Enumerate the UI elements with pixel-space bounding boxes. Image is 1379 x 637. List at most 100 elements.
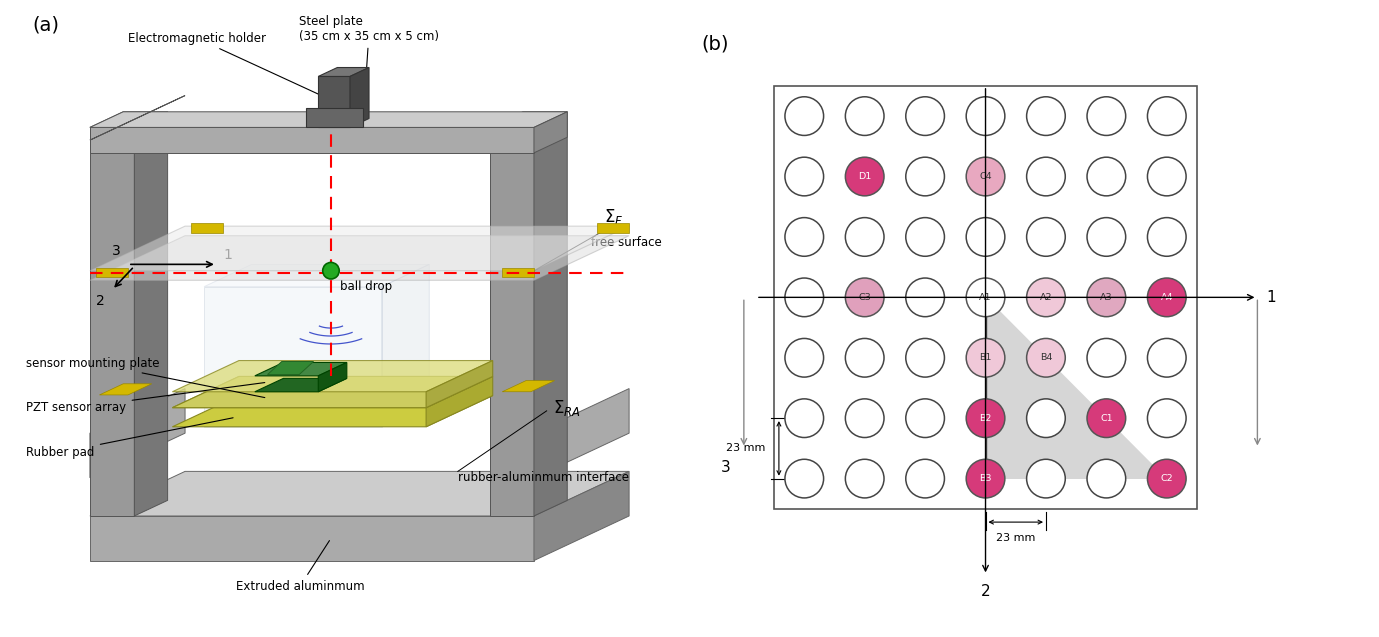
Text: C3: C3 (858, 293, 872, 302)
Polygon shape (382, 264, 429, 427)
Text: C1: C1 (1100, 413, 1113, 423)
Polygon shape (204, 287, 382, 427)
Circle shape (845, 338, 884, 377)
Polygon shape (90, 236, 629, 280)
Polygon shape (534, 471, 629, 561)
Text: rubber-aluminmum interface: rubber-aluminmum interface (458, 471, 629, 484)
Polygon shape (502, 268, 534, 277)
Circle shape (1026, 97, 1065, 136)
Text: 2: 2 (97, 294, 105, 308)
Circle shape (906, 218, 945, 256)
Polygon shape (172, 361, 492, 392)
Text: A2: A2 (1040, 293, 1052, 302)
Circle shape (785, 157, 823, 196)
Circle shape (967, 399, 1005, 438)
Circle shape (1087, 399, 1125, 438)
Polygon shape (90, 112, 567, 127)
Circle shape (845, 459, 884, 498)
Polygon shape (97, 268, 128, 277)
Polygon shape (490, 112, 567, 127)
Polygon shape (597, 223, 629, 233)
Text: C2: C2 (1161, 474, 1174, 483)
Circle shape (1026, 157, 1065, 196)
Text: Extruded aluminmum: Extruded aluminmum (236, 541, 364, 592)
Polygon shape (90, 226, 629, 271)
Circle shape (323, 262, 339, 279)
Polygon shape (306, 108, 363, 127)
Circle shape (845, 399, 884, 438)
Circle shape (785, 97, 823, 136)
Circle shape (1087, 338, 1125, 377)
Circle shape (906, 97, 945, 136)
Text: Steel plate
(35 cm x 35 cm x 5 cm): Steel plate (35 cm x 35 cm x 5 cm) (299, 15, 440, 125)
Circle shape (1026, 338, 1065, 377)
Text: C4: C4 (979, 172, 992, 181)
Circle shape (906, 399, 945, 438)
Circle shape (845, 218, 884, 256)
Polygon shape (99, 383, 152, 395)
Circle shape (1087, 97, 1125, 136)
Polygon shape (490, 127, 534, 516)
Circle shape (785, 459, 823, 498)
Polygon shape (204, 264, 429, 287)
Polygon shape (134, 112, 168, 516)
Circle shape (1087, 218, 1125, 256)
Text: 3: 3 (112, 244, 121, 258)
Text: 23 mm: 23 mm (996, 533, 1036, 543)
Circle shape (1147, 97, 1186, 136)
Circle shape (967, 278, 1005, 317)
Circle shape (1147, 399, 1186, 438)
Text: $\Sigma_{RA}$: $\Sigma_{RA}$ (553, 397, 581, 418)
Circle shape (967, 218, 1005, 256)
Polygon shape (426, 376, 492, 427)
Polygon shape (172, 376, 492, 408)
Circle shape (1087, 278, 1125, 317)
Circle shape (1147, 278, 1186, 317)
Polygon shape (90, 516, 534, 561)
Text: 3: 3 (721, 461, 731, 475)
Circle shape (967, 338, 1005, 377)
Text: B4: B4 (1040, 354, 1052, 362)
Polygon shape (192, 223, 223, 233)
Circle shape (1026, 459, 1065, 498)
Text: B2: B2 (979, 413, 992, 423)
Polygon shape (534, 112, 567, 516)
Circle shape (1026, 399, 1065, 438)
Circle shape (845, 157, 884, 196)
Circle shape (1087, 157, 1125, 196)
Polygon shape (350, 68, 370, 127)
Polygon shape (255, 362, 348, 376)
Circle shape (1147, 338, 1186, 377)
Text: ball drop: ball drop (341, 280, 393, 293)
Polygon shape (319, 68, 370, 76)
Bar (774, 86, 1197, 509)
Polygon shape (90, 389, 185, 478)
Polygon shape (90, 127, 534, 153)
Circle shape (785, 278, 823, 317)
Polygon shape (172, 376, 492, 408)
Circle shape (1147, 459, 1186, 498)
Polygon shape (255, 378, 348, 392)
Polygon shape (534, 389, 629, 478)
Text: 1: 1 (1266, 290, 1276, 305)
Polygon shape (90, 127, 134, 516)
Text: B3: B3 (979, 474, 992, 483)
Polygon shape (90, 112, 168, 127)
Polygon shape (502, 380, 554, 392)
Text: A1: A1 (979, 293, 992, 302)
Polygon shape (534, 112, 567, 153)
Text: B1: B1 (979, 354, 992, 362)
Circle shape (906, 157, 945, 196)
Text: (b): (b) (702, 34, 729, 54)
Circle shape (967, 157, 1005, 196)
Circle shape (785, 218, 823, 256)
Polygon shape (268, 362, 313, 375)
Text: 2: 2 (980, 584, 990, 599)
Circle shape (906, 338, 945, 377)
Polygon shape (319, 362, 348, 392)
Text: $\Sigma_F$: $\Sigma_F$ (604, 206, 623, 227)
Polygon shape (986, 297, 1167, 478)
Circle shape (1147, 157, 1186, 196)
Text: sensor mounting plate: sensor mounting plate (26, 357, 265, 397)
Circle shape (1026, 218, 1065, 256)
